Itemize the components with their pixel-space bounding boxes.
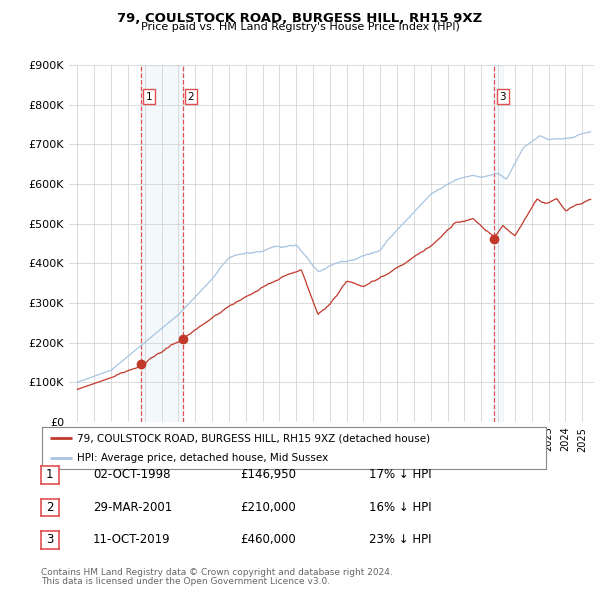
Text: 02-OCT-1998: 02-OCT-1998 bbox=[93, 468, 170, 481]
Text: 16% ↓ HPI: 16% ↓ HPI bbox=[369, 501, 431, 514]
Text: 2: 2 bbox=[46, 501, 53, 514]
Text: 17% ↓ HPI: 17% ↓ HPI bbox=[369, 468, 431, 481]
Bar bbox=[140, 65, 182, 422]
Text: HPI: Average price, detached house, Mid Sussex: HPI: Average price, detached house, Mid … bbox=[77, 454, 329, 463]
Text: £210,000: £210,000 bbox=[240, 501, 296, 514]
Text: 2: 2 bbox=[188, 91, 194, 101]
Text: 1: 1 bbox=[146, 91, 152, 101]
Text: 1: 1 bbox=[46, 468, 53, 481]
Text: 3: 3 bbox=[46, 533, 53, 546]
Text: This data is licensed under the Open Government Licence v3.0.: This data is licensed under the Open Gov… bbox=[41, 578, 330, 586]
Text: 11-OCT-2019: 11-OCT-2019 bbox=[93, 533, 170, 546]
Text: 79, COULSTOCK ROAD, BURGESS HILL, RH15 9XZ: 79, COULSTOCK ROAD, BURGESS HILL, RH15 9… bbox=[118, 12, 482, 25]
Text: 29-MAR-2001: 29-MAR-2001 bbox=[93, 501, 172, 514]
Text: Contains HM Land Registry data © Crown copyright and database right 2024.: Contains HM Land Registry data © Crown c… bbox=[41, 568, 392, 577]
Bar bbox=[494, 65, 503, 422]
Text: 79, COULSTOCK ROAD, BURGESS HILL, RH15 9XZ (detached house): 79, COULSTOCK ROAD, BURGESS HILL, RH15 9… bbox=[77, 434, 430, 444]
Text: Price paid vs. HM Land Registry's House Price Index (HPI): Price paid vs. HM Land Registry's House … bbox=[140, 22, 460, 32]
Text: £460,000: £460,000 bbox=[240, 533, 296, 546]
Text: £146,950: £146,950 bbox=[240, 468, 296, 481]
Text: 3: 3 bbox=[499, 91, 506, 101]
Text: 23% ↓ HPI: 23% ↓ HPI bbox=[369, 533, 431, 546]
